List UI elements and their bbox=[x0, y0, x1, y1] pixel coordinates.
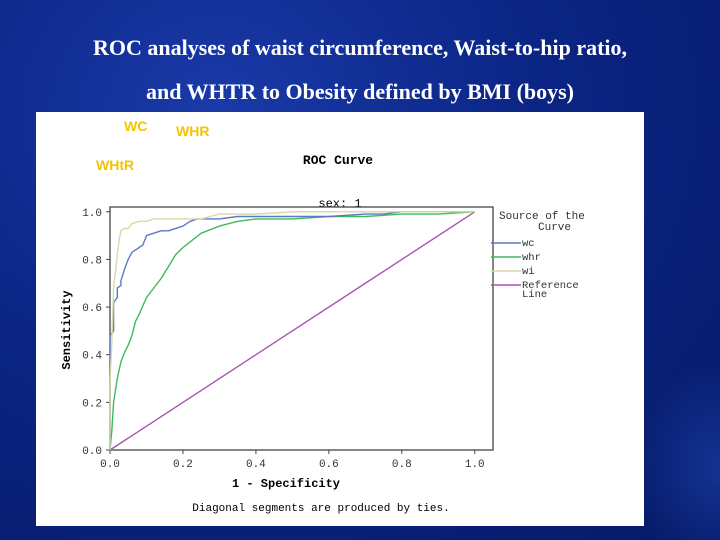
series-line-wi bbox=[109, 211, 475, 450]
chart-panel: WC WHR WHtR ROC Curve sex: 1 0.0 0.2 0.4 0.… bbox=[36, 112, 644, 526]
legend-title-line1: Source of the bbox=[499, 211, 585, 223]
wc-annotation: WC bbox=[124, 118, 148, 134]
x-tick-label: 0.8 bbox=[392, 459, 412, 471]
y-tick-label: 0.2 bbox=[82, 398, 102, 410]
chart-title: ROC Curve bbox=[303, 153, 373, 168]
legend-title-line2: Curve bbox=[538, 222, 571, 234]
x-tick-label: 0.6 bbox=[319, 459, 339, 471]
whr-annotation: WHR bbox=[176, 123, 210, 139]
x-tick-label: 0.0 bbox=[100, 459, 120, 471]
series-line-wc bbox=[109, 211, 475, 450]
legend-label-wi: wi bbox=[522, 266, 535, 278]
x-tick-label: 1.0 bbox=[465, 459, 485, 471]
slide-title-line2: and WHTR to Obesity defined by BMI (boys… bbox=[145, 79, 575, 104]
series-line-whr bbox=[109, 211, 475, 451]
x-axis-label: 1 - Specificity bbox=[232, 477, 340, 491]
chart-subtitle: sex: 1 bbox=[318, 197, 361, 211]
slide-title: ROC analyses of waist circumference, Wai… bbox=[0, 26, 720, 114]
y-tick-label: 0.0 bbox=[82, 446, 102, 458]
y-tick-label: 1.0 bbox=[82, 208, 102, 220]
legend-label-reference-line: Reference Line bbox=[522, 280, 579, 301]
slide-title-line1: ROC analyses of waist circumference, Wai… bbox=[92, 35, 628, 60]
legend: Source of the Curve wc whr wi Reference Line bbox=[491, 211, 585, 301]
x-tick-label: 0.2 bbox=[173, 459, 193, 471]
series-line-reference-line bbox=[109, 211, 476, 451]
y-tick-label: 0.6 bbox=[82, 303, 102, 315]
background-decoration bbox=[630, 360, 720, 540]
series-lines bbox=[109, 211, 476, 451]
whtr-annotation: WHtR bbox=[96, 157, 135, 173]
roc-chart: ROC Curve sex: 1 0.0 0.2 0.4 0.6 0.8 1.00.00.… bbox=[60, 153, 585, 515]
y-tick-label: 0.8 bbox=[82, 255, 102, 267]
x-tick-label: 0.4 bbox=[246, 459, 266, 471]
y-tick-label: 0.4 bbox=[82, 351, 102, 363]
plot-frame bbox=[109, 206, 494, 451]
legend-label-wc: wc bbox=[522, 238, 535, 250]
legend-label-whr: whr bbox=[522, 252, 541, 264]
chart-footnote: Diagonal segments are produced by ties. bbox=[192, 503, 449, 515]
y-axis-label: Sensitivity bbox=[60, 290, 74, 369]
axis-ticks: 0.0 0.2 0.4 0.6 0.8 1.0 0.0 0.2 0.4 0.6 0.8 1.0 bbox=[82, 208, 484, 471]
